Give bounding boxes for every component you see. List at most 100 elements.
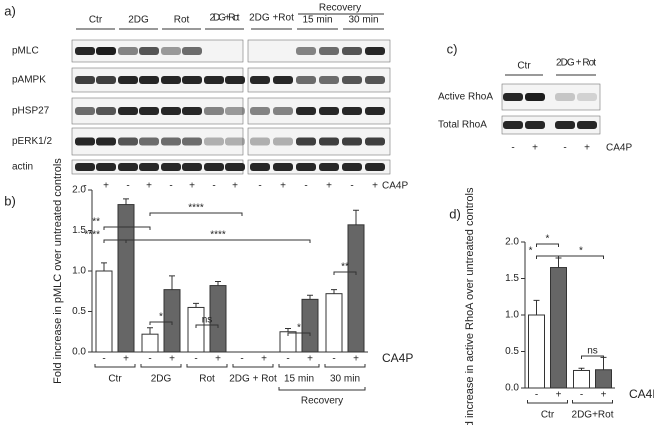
y-tick-label: 2.0: [72, 185, 86, 196]
group-bracket: [278, 364, 320, 368]
band: [365, 47, 385, 55]
band: [273, 76, 293, 84]
band: [365, 76, 385, 84]
band: [118, 47, 138, 55]
significance-label: ****: [210, 230, 226, 241]
band: [118, 76, 138, 84]
sign: -: [83, 181, 86, 192]
band: [319, 47, 339, 55]
sign: -: [194, 354, 197, 365]
error-bar: [215, 281, 221, 286]
category-label: 30 min: [330, 374, 360, 385]
band: [342, 107, 362, 115]
band: [342, 47, 362, 55]
band: [319, 107, 339, 115]
group-bracket: [94, 364, 136, 368]
band: [296, 47, 316, 55]
band: [204, 137, 224, 146]
significance-bracket: [149, 321, 173, 325]
band: [273, 107, 293, 115]
band: [182, 76, 202, 84]
sign: +: [584, 143, 590, 154]
bar: [325, 293, 343, 353]
sign: +: [601, 390, 607, 401]
row-label: pMLC: [12, 46, 39, 57]
group-label: Recovery: [301, 396, 343, 407]
error-bar: [193, 302, 199, 308]
group-label: 2DG + Rot: [556, 58, 596, 69]
significance-label: *: [579, 246, 583, 257]
sign: -: [332, 354, 335, 365]
significance-bracket: [333, 271, 357, 275]
significance-bracket: [125, 239, 311, 243]
band: [75, 76, 95, 84]
significance-label: *: [529, 246, 533, 257]
band: [96, 163, 116, 171]
sign: +: [169, 354, 175, 365]
sign: -: [126, 181, 129, 192]
significance-label: **: [92, 217, 100, 228]
significance-bracket: [103, 226, 151, 230]
group-label: Recovery: [319, 3, 361, 14]
row-label: Total RhoA: [438, 120, 487, 131]
band: [75, 107, 95, 115]
sign: +: [307, 354, 313, 365]
significance-label: **: [341, 262, 349, 273]
y-tick-label: 1.5: [505, 273, 519, 284]
band: [139, 163, 159, 171]
sign: -: [102, 354, 105, 365]
bar: [301, 298, 319, 353]
sign: -: [148, 354, 151, 365]
band: [75, 47, 95, 55]
band: [319, 163, 339, 171]
band: [555, 121, 575, 129]
bar: [528, 314, 545, 389]
sign: -: [535, 390, 538, 401]
significance-label: *: [546, 234, 550, 245]
error-bar: [307, 294, 313, 300]
band: [96, 47, 116, 55]
sign: +: [326, 181, 332, 192]
bar: [95, 270, 113, 353]
band: [319, 76, 339, 84]
band: [503, 121, 523, 129]
y-tick-label: 1.0: [505, 310, 519, 321]
category-label: 2DG + Rot: [229, 374, 277, 385]
category-label: Rot: [199, 374, 215, 385]
band: [250, 163, 270, 171]
significance-label: ns: [202, 315, 213, 326]
sign: -: [304, 181, 307, 192]
row-label: pAMPK: [12, 75, 46, 86]
band: [225, 76, 245, 84]
band: [75, 137, 95, 146]
band: [342, 76, 362, 84]
band: [365, 163, 385, 171]
band: [161, 76, 181, 84]
group-label: Rot: [174, 15, 190, 26]
band: [273, 137, 293, 146]
bar: [595, 369, 612, 389]
band: [342, 137, 362, 146]
blot: [501, 115, 601, 135]
band: [161, 107, 181, 115]
band: [250, 107, 270, 115]
band: [319, 137, 339, 146]
y-tick-label: 2.0: [505, 237, 519, 248]
band: [250, 137, 270, 146]
significance-bracket: [287, 332, 311, 336]
band: [161, 163, 181, 171]
sign: +: [232, 181, 238, 192]
panel-label: b): [4, 193, 16, 208]
significance-bracket: [558, 255, 604, 259]
significance-bracket: [581, 355, 604, 359]
row-label: Active RhoA: [438, 92, 493, 103]
sign: -: [258, 181, 261, 192]
error-bar: [169, 275, 175, 290]
group-bracket: [140, 364, 182, 368]
category-label: 2DG: [151, 374, 172, 385]
band: [525, 121, 545, 129]
band: [365, 107, 385, 115]
bar: [550, 267, 567, 389]
y-axis-label: Fold increase in active RhoA over untrea…: [464, 187, 476, 425]
band: [525, 93, 545, 101]
